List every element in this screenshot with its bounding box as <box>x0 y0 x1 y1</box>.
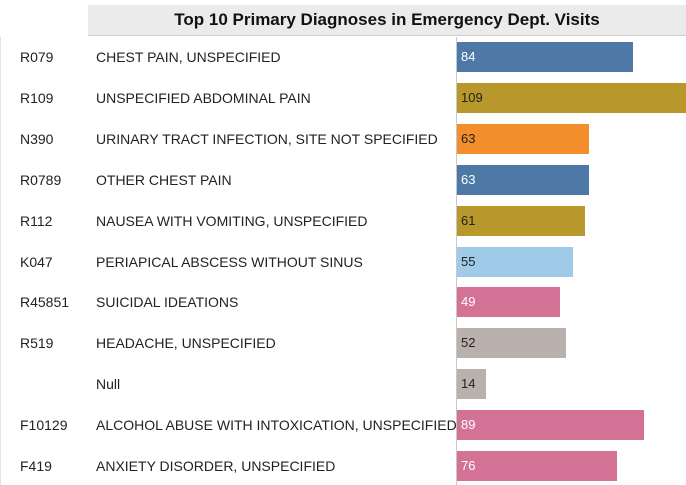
diagnosis-code: N390 <box>20 130 54 147</box>
diagnosis-label: URINARY TRACT INFECTION, SITE NOT SPECIF… <box>96 130 438 147</box>
bar <box>457 82 686 113</box>
divider <box>456 37 457 485</box>
bar <box>457 328 567 359</box>
value-label: 61 <box>461 212 476 228</box>
bar <box>457 410 644 441</box>
value-label: 49 <box>461 294 476 310</box>
diagnosis-label: NAUSEA WITH VOMITING, UNSPECIFIED <box>96 212 368 229</box>
chart-title: Top 10 Primary Diagnoses in Emergency De… <box>88 5 686 36</box>
diagnosis-label: HEADACHE, UNSPECIFIED <box>96 335 276 352</box>
left-border <box>0 37 1 485</box>
diagnosis-label: PERIAPICAL ABSCESS WITHOUT SINUS <box>96 253 363 270</box>
diagnosis-code: K047 <box>20 253 53 270</box>
diagnosis-label: Null <box>96 376 121 393</box>
value-label: 63 <box>461 130 476 146</box>
bar <box>457 123 590 154</box>
diagnosis-code: R109 <box>20 89 54 106</box>
value-label: 14 <box>461 376 476 392</box>
value-label: 52 <box>461 335 476 351</box>
value-label: 89 <box>461 417 476 433</box>
diagnosis-code: F10129 <box>20 417 68 434</box>
diagnosis-code: R079 <box>20 49 54 65</box>
diagnosis-label: UNSPECIFIED ABDOMINAL PAIN <box>96 89 311 106</box>
value-label: 76 <box>461 458 476 473</box>
diagnosis-code: R45851 <box>20 294 70 311</box>
value-label: 63 <box>461 171 476 187</box>
diagnosis-code: R0789 <box>20 171 62 188</box>
value-label: 109 <box>461 89 483 105</box>
value-label: 84 <box>461 49 476 64</box>
bar <box>457 451 617 481</box>
diagnosis-label: CHEST PAIN, UNSPECIFIED <box>96 49 281 65</box>
bar <box>457 205 586 236</box>
bar <box>457 164 590 195</box>
diagnosis-label: ANXIETY DISORDER, UNSPECIFIED <box>96 458 336 474</box>
diagnosis-label: OTHER CHEST PAIN <box>96 171 232 188</box>
bar <box>457 287 560 318</box>
value-label: 55 <box>461 253 476 269</box>
diagnosis-code: R112 <box>20 212 53 229</box>
bar <box>457 42 634 72</box>
diagnosis-code: F419 <box>20 458 52 474</box>
diagnosis-label: ALCOHOL ABUSE WITH INTOXICATION, UNSPECI… <box>96 417 457 434</box>
diagnosis-code: R519 <box>20 335 54 352</box>
bar <box>457 246 573 277</box>
bar <box>457 369 487 400</box>
diagnosis-label: SUICIDAL IDEATIONS <box>96 294 239 311</box>
